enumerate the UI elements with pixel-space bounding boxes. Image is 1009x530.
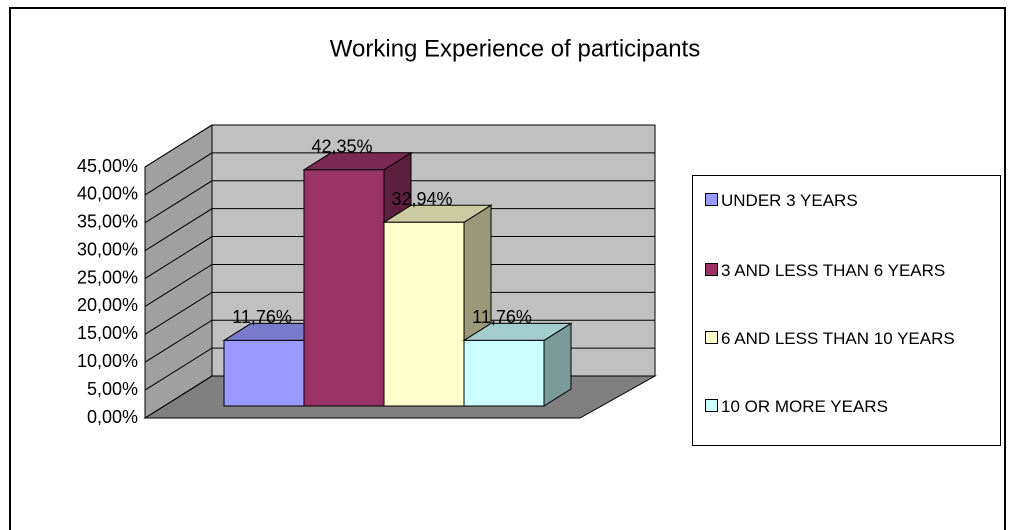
- y-tick-label: 0,00%: [87, 407, 138, 427]
- grid-line: [144, 152, 655, 196]
- data-label: 11,76%: [472, 307, 532, 327]
- grid-line: [144, 208, 655, 252]
- y-tick-label: 30,00%: [77, 239, 138, 259]
- grid-line: [144, 236, 655, 279]
- y-tick-label: 20,00%: [77, 295, 138, 315]
- legend-entry: 10 OR MORE YEARS: [705, 396, 985, 418]
- y-tick-label: 25,00%: [77, 267, 138, 287]
- bar-front: [223, 339, 305, 407]
- legend-swatch: [705, 193, 718, 206]
- legend-label: 3 AND LESS THAN 6 YEARS: [721, 261, 946, 280]
- y-tick-label: 15,00%: [77, 323, 138, 343]
- y-tick-label: 5,00%: [87, 379, 138, 399]
- grid-line: [144, 124, 655, 168]
- legend-swatch: [705, 399, 718, 412]
- y-tick-label: 10,00%: [77, 351, 138, 371]
- data-label: 11,76%: [232, 307, 292, 327]
- data-label: 32,94%: [391, 189, 452, 209]
- y-tick-label: 35,00%: [77, 212, 138, 232]
- grid-line: [144, 263, 655, 307]
- bar: [462, 322, 573, 407]
- bar-front: [303, 169, 385, 407]
- legend-swatch: [705, 263, 718, 276]
- legend-label: 6 AND LESS THAN 10 YEARS: [721, 329, 955, 348]
- legend-entry: UNDER 3 YEARS: [705, 190, 985, 212]
- grid-line: [144, 180, 655, 224]
- data-label: 42,35%: [311, 137, 372, 157]
- side-wall: [144, 124, 213, 419]
- legend: UNDER 3 YEARS 3 AND LESS THAN 6 YEARS 6 AN…: [692, 175, 1001, 446]
- y-tick-label: 40,00%: [77, 184, 138, 204]
- legend-swatch: [705, 331, 718, 344]
- legend-label: 10 OR MORE YEARS: [721, 397, 888, 416]
- bar-front: [383, 221, 465, 407]
- y-tick-label: 45,00%: [77, 156, 138, 176]
- bar-front: [463, 339, 545, 407]
- chart-title: Working Experience of participants: [330, 35, 700, 62]
- legend-entry: 6 AND LESS THAN 10 YEARS: [705, 328, 985, 350]
- legend-label: UNDER 3 YEARS: [721, 191, 858, 210]
- legend-entry: 3 AND LESS THAN 6 YEARS: [705, 260, 985, 282]
- grid-line: [144, 319, 655, 363]
- grid-line: [144, 291, 655, 335]
